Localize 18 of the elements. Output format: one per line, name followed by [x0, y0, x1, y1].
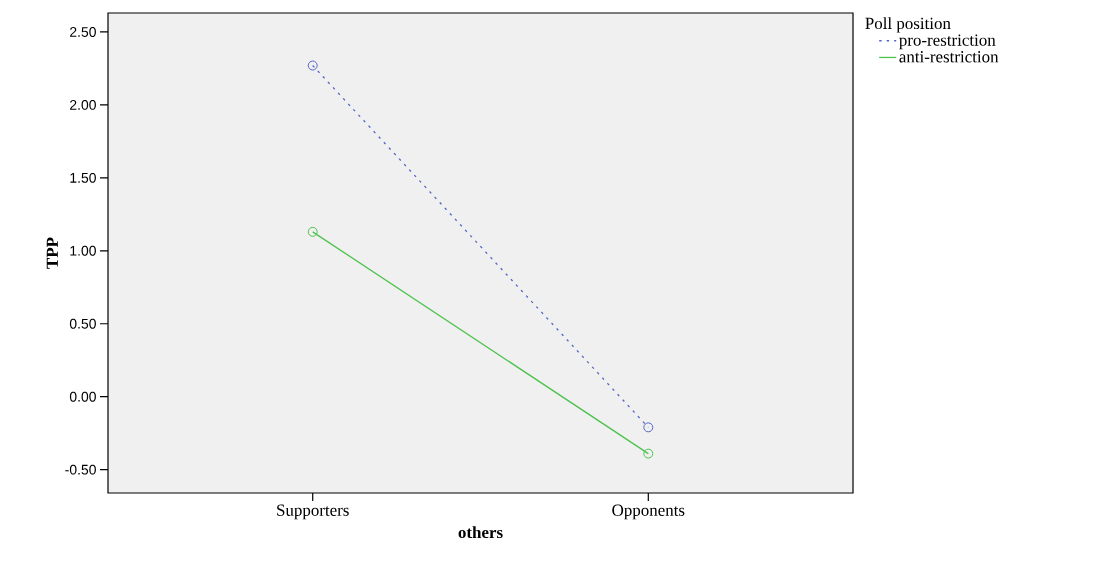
legend-title: Poll position: [865, 17, 951, 33]
x-tick-label: Supporters: [277, 504, 349, 520]
point: [307, 60, 318, 71]
point: [643, 448, 654, 459]
y-axis-title: TPP: [46, 237, 58, 269]
y-tick-label: 1.00: [70, 245, 96, 256]
y-tick-label: 0.00: [69, 391, 96, 402]
y-tick-label: 2.50: [70, 27, 96, 37]
legend-label: anti-restriction: [899, 51, 999, 63]
y-tick-label: -0.50: [65, 464, 96, 475]
y-tick-label: 2.00: [70, 99, 96, 110]
point: [643, 422, 654, 433]
y-tick-label: 0.50: [69, 318, 96, 329]
x-axis-title: others: [458, 526, 503, 539]
x-tick-label: Opponents: [612, 504, 685, 520]
legend-label: pro-restriction: [899, 34, 996, 50]
point: [307, 226, 318, 237]
y-tick-label: 1.50: [70, 172, 96, 183]
